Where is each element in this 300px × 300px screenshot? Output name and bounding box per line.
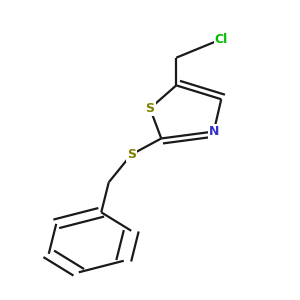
- Text: Cl: Cl: [214, 33, 228, 46]
- Text: N: N: [208, 125, 219, 138]
- Text: S: S: [127, 148, 136, 161]
- Text: S: S: [146, 102, 154, 115]
